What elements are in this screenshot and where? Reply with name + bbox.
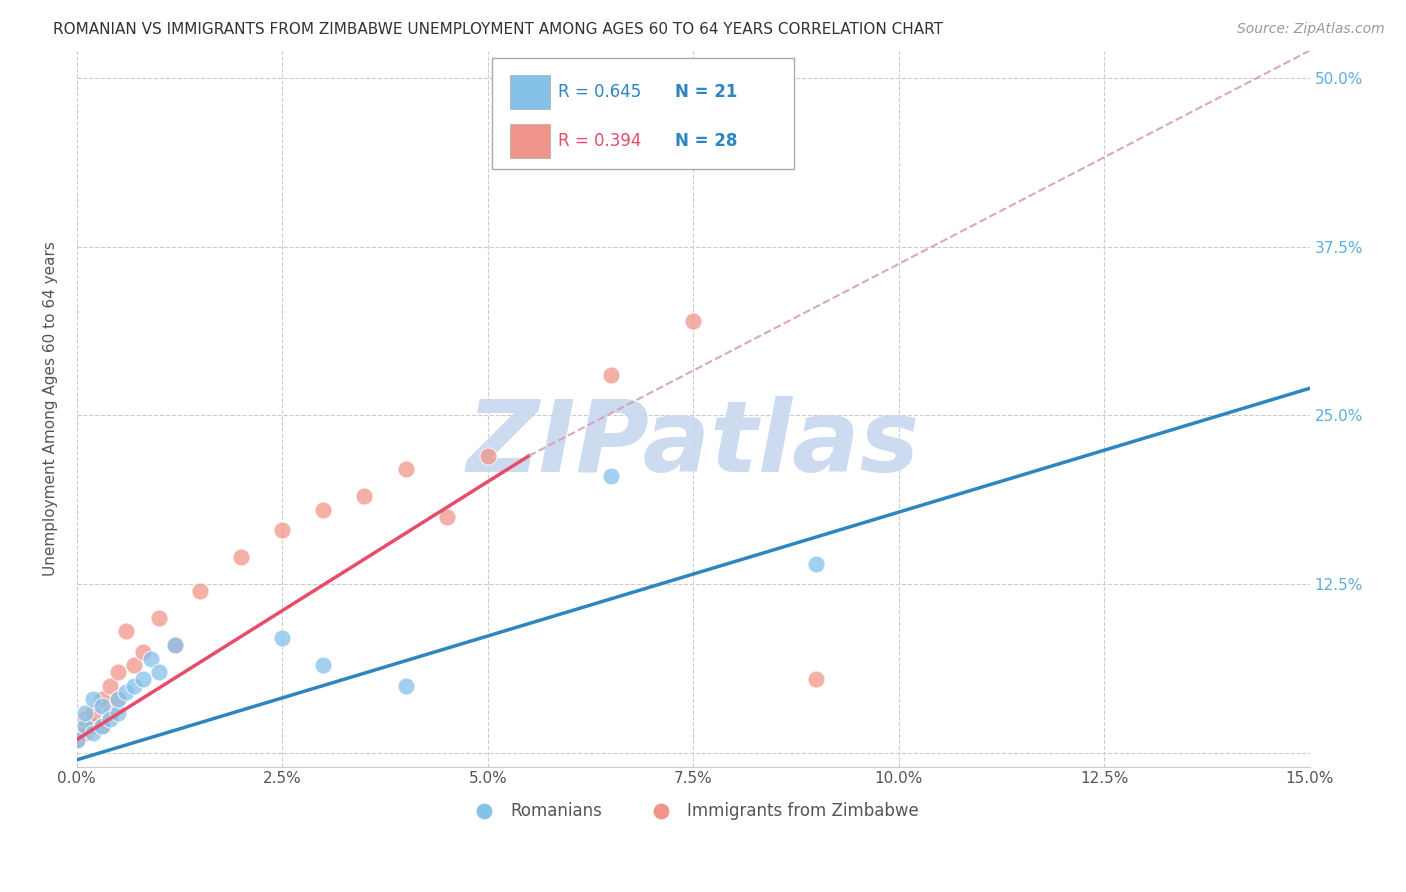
Point — [806, 557, 828, 571]
Point — [394, 462, 416, 476]
Point — [90, 692, 112, 706]
Point — [600, 469, 623, 483]
Point — [115, 685, 138, 699]
Point — [90, 719, 112, 733]
Point — [477, 449, 499, 463]
Text: N = 21: N = 21 — [675, 83, 737, 101]
Point — [165, 638, 187, 652]
Point — [107, 692, 129, 706]
Point — [271, 632, 294, 646]
Point — [98, 706, 121, 720]
Point — [98, 679, 121, 693]
Text: R = 0.394: R = 0.394 — [558, 132, 641, 150]
Point — [82, 706, 104, 720]
Point — [231, 550, 253, 565]
Point — [75, 719, 97, 733]
Point — [312, 503, 335, 517]
Point — [131, 645, 153, 659]
Point — [107, 692, 129, 706]
Point — [600, 368, 623, 382]
Point — [148, 611, 170, 625]
Point — [90, 719, 112, 733]
Point — [139, 651, 162, 665]
Point — [115, 624, 138, 639]
Point — [98, 712, 121, 726]
Point — [436, 509, 458, 524]
Point — [107, 665, 129, 679]
Text: Source: ZipAtlas.com: Source: ZipAtlas.com — [1237, 22, 1385, 37]
Point — [75, 726, 97, 740]
Point — [75, 706, 97, 720]
Point — [66, 719, 89, 733]
Point — [165, 638, 187, 652]
Text: ROMANIAN VS IMMIGRANTS FROM ZIMBABWE UNEMPLOYMENT AMONG AGES 60 TO 64 YEARS CORR: ROMANIAN VS IMMIGRANTS FROM ZIMBABWE UNE… — [53, 22, 943, 37]
Point — [66, 732, 89, 747]
Point — [131, 672, 153, 686]
Point — [82, 726, 104, 740]
Point — [90, 698, 112, 713]
Point — [353, 490, 375, 504]
Text: N = 28: N = 28 — [675, 132, 737, 150]
Point — [312, 658, 335, 673]
Point — [148, 665, 170, 679]
Y-axis label: Unemployment Among Ages 60 to 64 years: Unemployment Among Ages 60 to 64 years — [44, 241, 58, 576]
Text: R = 0.645: R = 0.645 — [558, 83, 641, 101]
Point — [124, 658, 146, 673]
Point — [66, 732, 89, 747]
Point — [806, 672, 828, 686]
Point — [394, 679, 416, 693]
Point — [82, 692, 104, 706]
Point — [188, 584, 211, 599]
Text: ZIPatlas: ZIPatlas — [467, 396, 920, 493]
Point — [82, 719, 104, 733]
Legend: Romanians, Immigrants from Zimbabwe: Romanians, Immigrants from Zimbabwe — [461, 795, 925, 826]
Point — [271, 523, 294, 537]
Point — [75, 712, 97, 726]
Point — [124, 679, 146, 693]
Point — [682, 314, 704, 328]
Point — [107, 706, 129, 720]
